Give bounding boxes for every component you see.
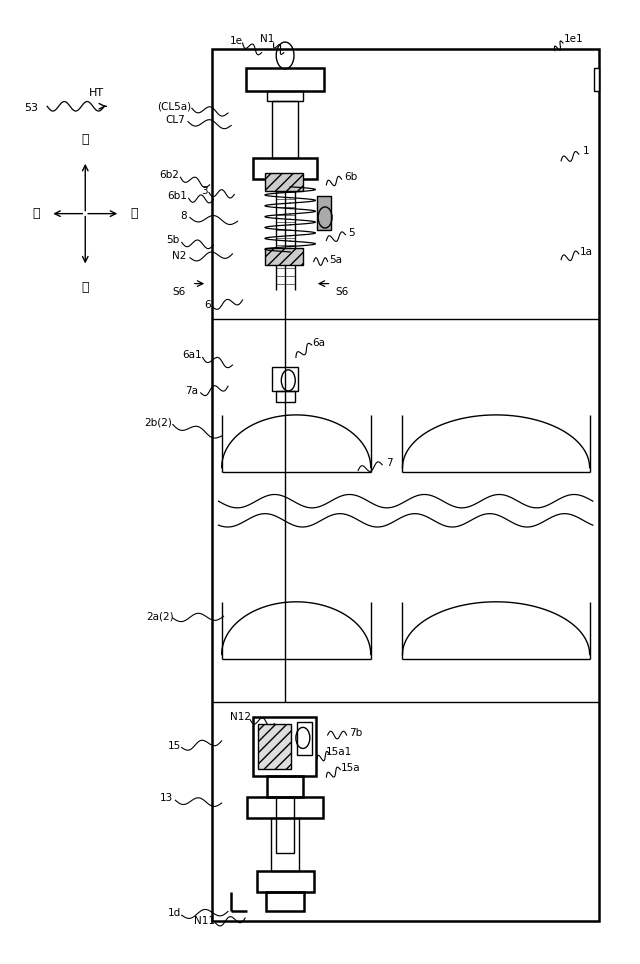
Text: 15: 15 — [168, 740, 180, 751]
Text: S6: S6 — [173, 287, 186, 297]
Bar — [296, 722, 312, 755]
Text: N1: N1 — [259, 34, 274, 44]
Text: 1e1: 1e1 — [564, 34, 584, 44]
Text: CL7: CL7 — [166, 115, 185, 124]
Bar — [257, 871, 314, 893]
Bar — [268, 91, 303, 100]
Text: 6b: 6b — [344, 173, 357, 182]
Text: 3: 3 — [201, 186, 208, 196]
Bar — [212, 49, 599, 921]
Text: 53: 53 — [24, 103, 38, 113]
Text: HT: HT — [89, 88, 104, 98]
Text: N12: N12 — [230, 711, 251, 722]
Text: 6a: 6a — [312, 338, 325, 348]
Bar — [276, 391, 294, 402]
Bar — [265, 174, 303, 191]
Text: 1: 1 — [583, 147, 590, 156]
Bar — [271, 818, 299, 871]
Text: S6: S6 — [335, 287, 349, 297]
Text: N11: N11 — [194, 916, 215, 926]
Text: 1a: 1a — [580, 247, 593, 257]
Text: 1d: 1d — [168, 908, 180, 919]
Bar — [247, 797, 323, 818]
Text: 6b2: 6b2 — [159, 171, 179, 180]
Text: 下: 下 — [131, 207, 138, 220]
Text: 15a1: 15a1 — [326, 747, 352, 758]
Text: 6a1: 6a1 — [182, 351, 202, 361]
Text: N2: N2 — [172, 251, 186, 261]
Text: 右: 右 — [81, 133, 89, 147]
Bar — [268, 776, 303, 797]
Bar — [273, 100, 298, 158]
Text: 15a: 15a — [340, 763, 360, 772]
Bar — [253, 717, 316, 776]
Text: 2a(2): 2a(2) — [147, 611, 174, 621]
Text: 1e: 1e — [230, 36, 243, 46]
Text: 左: 左 — [81, 281, 89, 294]
Text: 2b(2): 2b(2) — [144, 417, 172, 428]
Text: 8: 8 — [180, 210, 187, 221]
Text: 7a: 7a — [186, 386, 198, 396]
Bar — [266, 893, 304, 911]
Text: 7: 7 — [387, 458, 393, 468]
Bar — [253, 158, 317, 179]
Bar — [594, 67, 599, 91]
Text: 5a: 5a — [329, 254, 342, 265]
Bar — [276, 797, 294, 853]
Bar — [265, 248, 303, 265]
Bar — [317, 197, 331, 230]
Bar — [246, 67, 324, 91]
Text: 13: 13 — [160, 793, 173, 803]
Text: 5: 5 — [348, 228, 355, 238]
Text: (CL5a): (CL5a) — [157, 101, 191, 111]
Bar — [273, 367, 298, 391]
Text: 6: 6 — [204, 300, 211, 309]
Bar — [259, 725, 291, 768]
Text: 6b1: 6b1 — [167, 192, 187, 201]
Text: 上: 上 — [33, 207, 40, 220]
Text: 7b: 7b — [349, 728, 362, 738]
Text: 5b: 5b — [166, 235, 179, 246]
